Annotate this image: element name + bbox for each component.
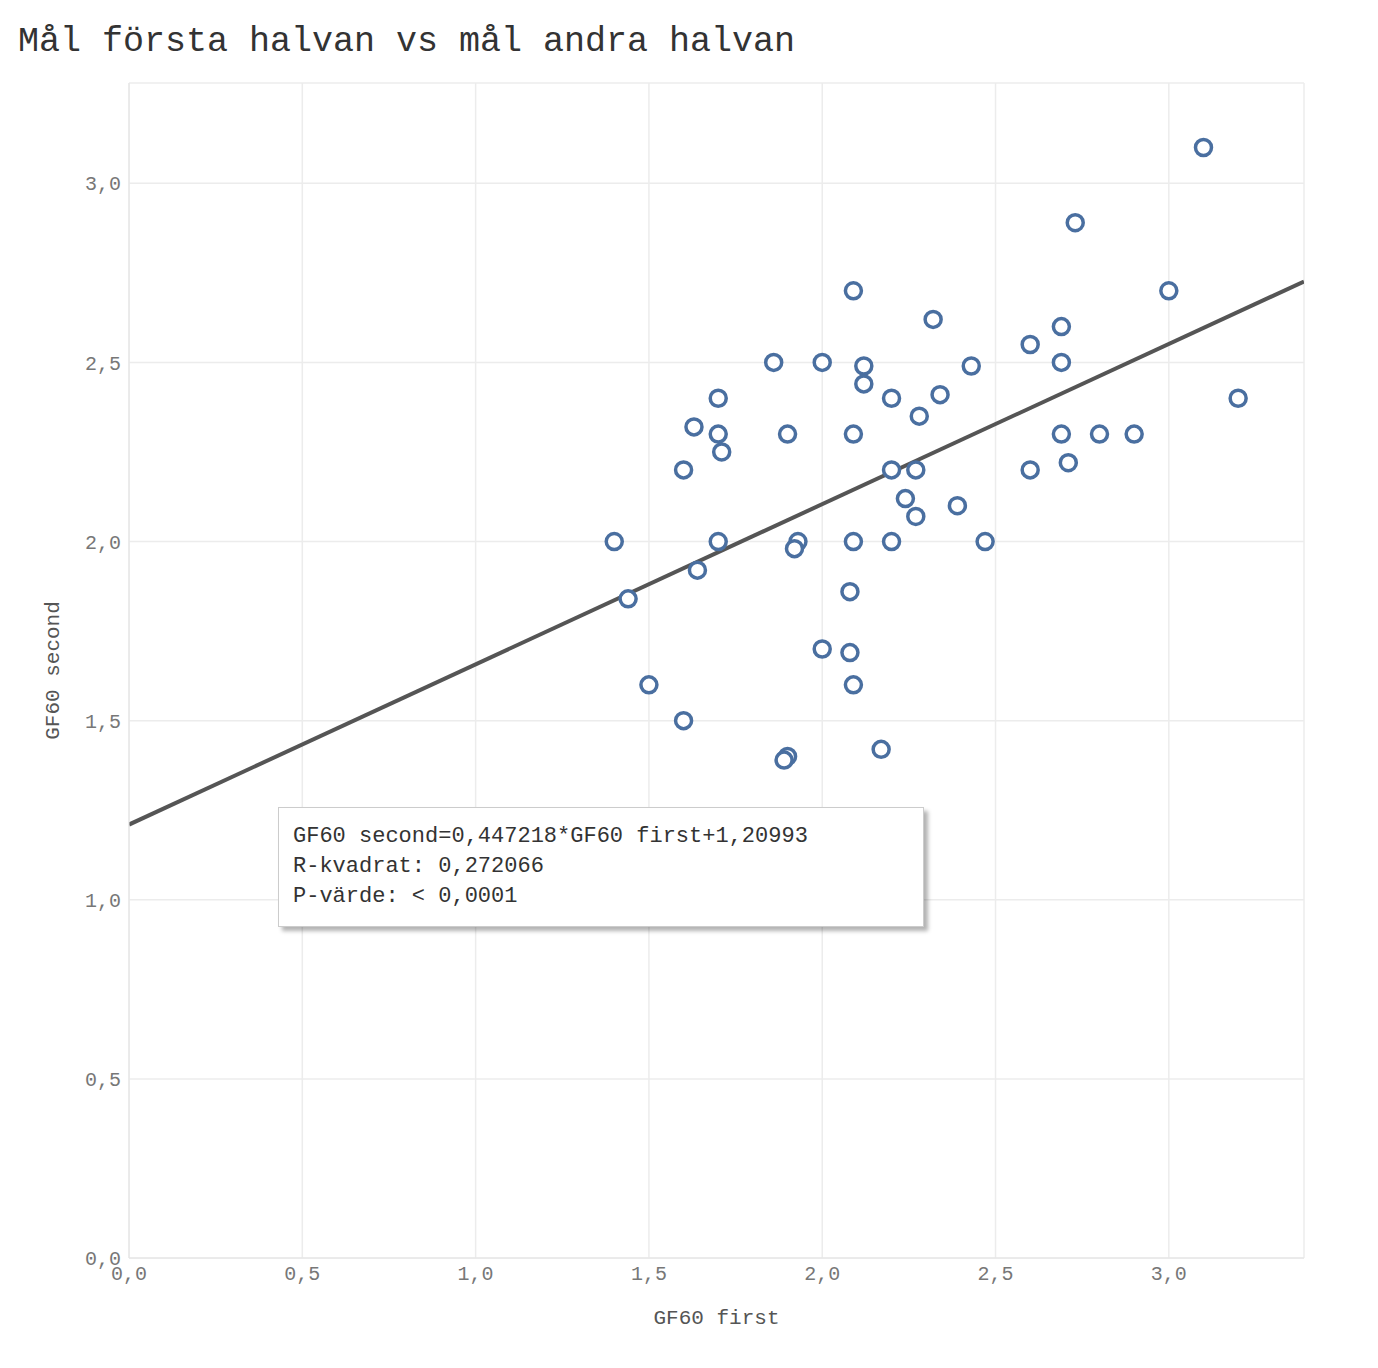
svg-text:GF60 second: GF60 second bbox=[42, 601, 65, 740]
svg-text:1,5: 1,5 bbox=[85, 711, 121, 734]
svg-text:1,0: 1,0 bbox=[458, 1263, 494, 1286]
html-text:R-kvadrat: 0,272066: R-kvadrat: 0,272066 bbox=[293, 854, 544, 879]
svg-text:2,5: 2,5 bbox=[85, 353, 121, 376]
html-text:Mål första halvan vs mål andra: Mål första halvan vs mål andra halvan bbox=[18, 22, 796, 62]
svg-text:1,5: 1,5 bbox=[631, 1263, 667, 1286]
svg-text:0,0: 0,0 bbox=[111, 1263, 147, 1287]
svg-text:0,0: 0,0 bbox=[85, 1248, 121, 1271]
html-text:GF60 second=0,447218*GF60 firs: GF60 second=0,447218*GF60 first+1,20993 bbox=[293, 824, 808, 849]
svg-text:2,0: 2,0 bbox=[804, 1263, 840, 1286]
svg-text:2,5: 2,5 bbox=[978, 1263, 1014, 1286]
svg-text:3,0: 3,0 bbox=[85, 173, 121, 196]
svg-text:3,0: 3,0 bbox=[1151, 1263, 1187, 1286]
svg-text:0,5: 0,5 bbox=[85, 1069, 121, 1092]
html-text:P-värde: < 0,0001: P-värde: < 0,0001 bbox=[293, 884, 518, 909]
svg-text:2,0: 2,0 bbox=[85, 532, 121, 555]
svg-text:1,0: 1,0 bbox=[85, 890, 121, 913]
svg-text:GF60 first: GF60 first bbox=[653, 1307, 779, 1330]
svg-text:0,5: 0,5 bbox=[284, 1263, 320, 1286]
